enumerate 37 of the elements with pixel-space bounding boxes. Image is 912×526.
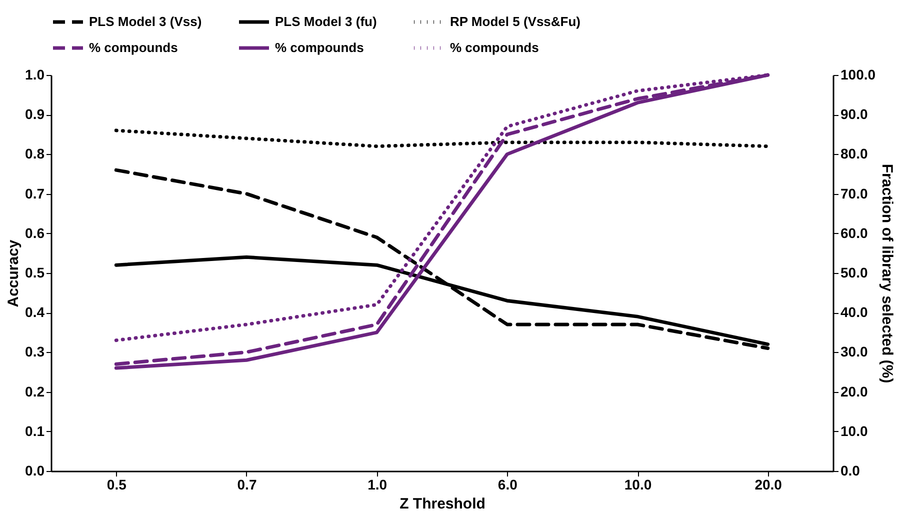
legend-label: PLS Model 3 (Vss)	[89, 14, 202, 29]
y2-tick-label: 70.0	[840, 185, 868, 202]
y-tick-label: 0.5	[25, 264, 45, 280]
legend-label: PLS Model 3 (fu)	[275, 14, 377, 29]
y2-tick-label: 40.0	[840, 304, 868, 320]
x-tick-label: 0.5	[106, 476, 127, 492]
y-tick-label: 0.6	[25, 224, 45, 241]
y-tick-label: 0.9	[25, 106, 45, 122]
y2-tick-label: 60.0	[840, 224, 868, 241]
y-tick-label: 0.0	[25, 462, 45, 478]
legend-label: % compounds	[89, 40, 178, 55]
y-tick-label: 0.8	[25, 146, 45, 162]
y2-tick-label: 100.0	[840, 66, 876, 82]
x-tick-label: 6.0	[498, 476, 518, 492]
legend-label: % compounds	[450, 40, 539, 55]
x-tick-label: 20.0	[754, 476, 782, 492]
y-tick-label: 0.3	[25, 344, 45, 360]
y2-tick-label: 0.0	[840, 462, 860, 478]
y2-tick-label: 10.0	[840, 422, 868, 439]
legend-label: RP Model 5 (Vss&Fu)	[450, 14, 581, 29]
legend-label: % compounds	[275, 40, 364, 55]
y-tick-label: 0.4	[25, 304, 45, 320]
x-tick-label: 1.0	[368, 476, 388, 492]
y-tick-label: 0.1	[25, 422, 45, 439]
x-tick-label: 0.7	[237, 476, 257, 492]
y-axis-title: Accuracy	[5, 239, 22, 308]
y2-tick-label: 90.0	[840, 106, 868, 122]
y-tick-label: 1.0	[25, 66, 45, 82]
y-tick-label: 0.7	[25, 185, 45, 202]
x-axis-title: Z Threshold	[400, 496, 486, 512]
y2-tick-label: 80.0	[840, 146, 868, 162]
y2-tick-label: 20.0	[840, 383, 868, 400]
x-tick-label: 10.0	[624, 476, 652, 492]
y2-tick-label: 50.0	[840, 264, 868, 280]
y2-tick-label: 30.0	[840, 344, 868, 360]
y-tick-label: 0.2	[25, 383, 45, 400]
y2-axis-title: Fraction of library selected (%)	[878, 164, 896, 384]
